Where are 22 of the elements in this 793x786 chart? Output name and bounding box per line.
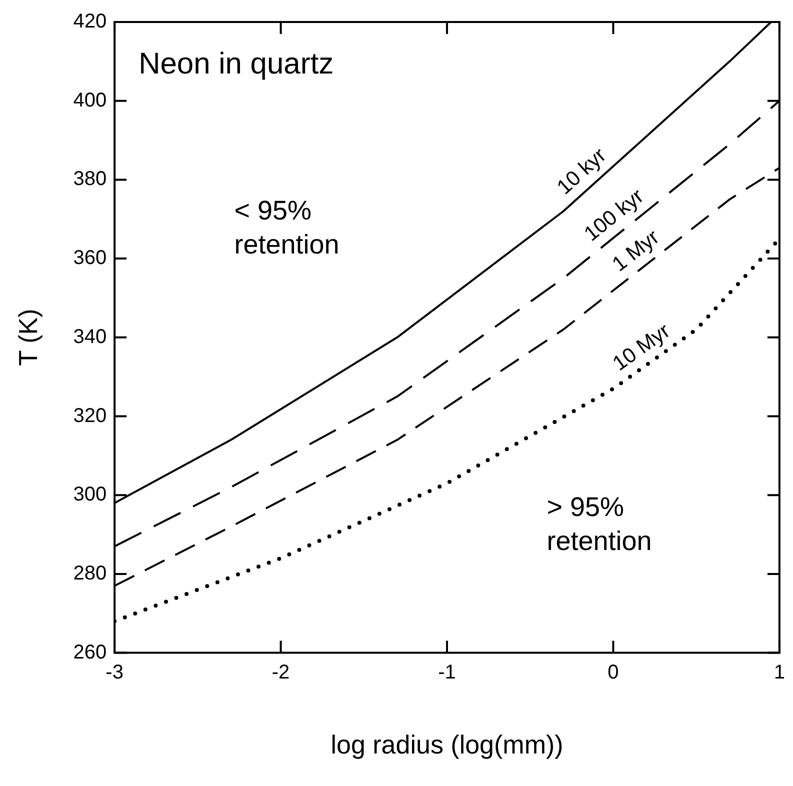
y-tick-label: 280	[73, 562, 107, 584]
x-tick-label: -2	[272, 661, 290, 684]
x-tick-label: -3	[106, 661, 124, 684]
y-tick-label: 400	[73, 89, 107, 112]
text: 10 kyr	[552, 144, 611, 200]
y-tick-label: 380	[73, 168, 107, 190]
x-tick-label: -1	[438, 661, 456, 684]
x-tick-label: 0	[608, 661, 619, 684]
text: 1 Myr	[608, 226, 664, 276]
y-tick-label: 260	[73, 641, 107, 664]
y-tick-label: 320	[73, 404, 107, 427]
y-tick-label: 300	[73, 484, 107, 506]
y-axis-title: T (K)	[12, 308, 43, 366]
y-tick-label: 420	[73, 10, 107, 33]
y-tick-label: 340	[73, 326, 107, 348]
x-tick-label: 1	[774, 661, 785, 684]
annotation: > 95% retention	[546, 492, 652, 556]
y-tick-label: 360	[73, 247, 107, 270]
annotation: < 95% retention	[234, 196, 340, 260]
text: 10 Myr	[608, 319, 674, 376]
x-axis-title: log radius (log(mm))	[330, 730, 564, 760]
text: Neon in quartz	[138, 47, 334, 80]
